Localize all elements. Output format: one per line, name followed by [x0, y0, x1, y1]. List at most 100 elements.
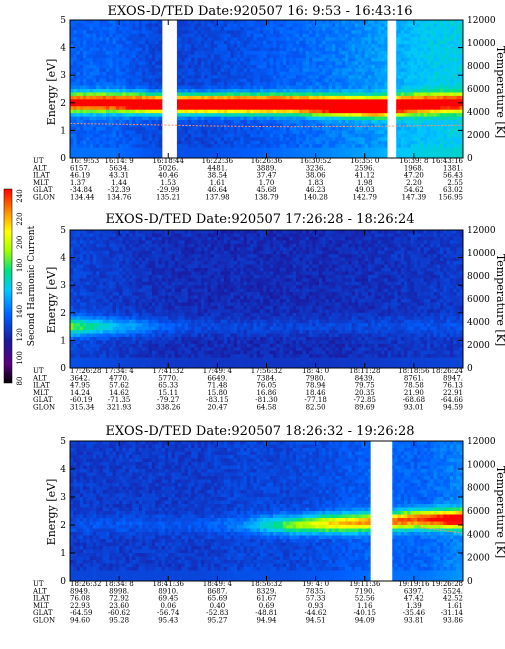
heatmap-cell	[158, 102, 163, 107]
heatmap-cell	[430, 147, 434, 152]
heatmap-cell	[227, 137, 231, 142]
heatmap-cell	[246, 137, 251, 142]
heatmap-cell	[112, 51, 117, 55]
heatmap-cell	[322, 37, 326, 42]
heatmap-cell	[220, 116, 225, 121]
heatmap-cell	[246, 47, 251, 52]
heatmap-cell	[256, 33, 261, 38]
heatmap-cell	[456, 57, 461, 62]
heatmap-cell	[86, 126, 91, 131]
heatmap-cell	[410, 40, 415, 45]
heatmap-cell	[312, 130, 317, 135]
heatmap-cell	[138, 26, 143, 31]
heatmap-cell	[250, 123, 254, 128]
heatmap-cell	[256, 120, 261, 124]
heatmap-cell	[407, 40, 411, 45]
heatmap-cell	[207, 64, 212, 69]
heatmap-cell	[135, 33, 140, 38]
heatmap-cell	[106, 57, 110, 62]
heatmap-cell	[70, 278, 74, 283]
heatmap-cell	[315, 78, 320, 83]
heatmap-cell	[413, 102, 418, 107]
heatmap-cell	[243, 113, 248, 117]
heatmap-cell	[207, 102, 212, 107]
heatmap-cell	[109, 133, 113, 138]
heatmap-cell	[456, 33, 461, 38]
heatmap-cell	[96, 82, 100, 86]
heatmap-cell	[358, 106, 362, 111]
heatmap-cell	[256, 123, 261, 128]
heatmap-cell	[325, 37, 330, 42]
heatmap-cell	[325, 30, 330, 35]
heatmap-cell	[328, 151, 333, 155]
heatmap-cell	[243, 140, 248, 145]
heatmap-cell	[364, 68, 369, 73]
heatmap-cell	[233, 20, 238, 24]
heatmap-cell	[374, 99, 379, 104]
heatmap-cell	[214, 151, 218, 155]
heatmap-cell	[253, 126, 258, 131]
heatmap-cell	[184, 109, 189, 114]
heatmap-cell	[423, 130, 428, 135]
heatmap-cell	[73, 133, 77, 138]
heatmap-cell	[217, 102, 222, 107]
heatmap-cell	[99, 116, 104, 121]
heatmap-cell	[381, 102, 385, 107]
heatmap-cell	[240, 133, 244, 138]
heatmap-cell	[92, 51, 97, 55]
heatmap-cell	[256, 57, 261, 62]
heatmap-cell	[132, 102, 136, 107]
heatmap-cell	[246, 99, 251, 104]
heatmap-cell	[273, 78, 277, 83]
heatmap-cell	[325, 68, 330, 73]
heatmap-cell	[430, 61, 434, 66]
heatmap-cell	[446, 26, 451, 31]
heatmap-cell	[440, 102, 444, 107]
heatmap-cell	[266, 85, 271, 90]
heatmap-cell	[253, 154, 258, 159]
heatmap-cell	[70, 116, 74, 121]
heatmap-cell	[338, 30, 343, 35]
heatmap-cell	[197, 71, 202, 76]
heatmap-cell	[338, 85, 343, 90]
heatmap-cell	[237, 54, 241, 59]
heatmap-cell	[135, 30, 140, 35]
heatmap-cell	[358, 137, 362, 142]
heatmap-cell	[201, 20, 205, 24]
heatmap-cell	[384, 120, 389, 124]
heatmap-cell	[122, 37, 127, 42]
heatmap-cell	[358, 82, 362, 86]
heatmap-cell	[282, 40, 287, 45]
heatmap-cell	[210, 109, 215, 114]
heatmap-cell	[354, 140, 359, 145]
heatmap-cell	[106, 106, 110, 111]
heatmap-cell	[430, 85, 434, 90]
heatmap-cell	[70, 102, 74, 107]
heatmap-cell	[318, 26, 323, 31]
heatmap-cell	[99, 102, 104, 107]
heatmap-cell	[348, 109, 353, 114]
heatmap-cell	[269, 154, 274, 159]
heatmap-cell	[79, 85, 84, 90]
heatmap-cell	[250, 147, 254, 152]
heatmap-cell	[115, 40, 120, 45]
heatmap-cell	[214, 99, 218, 104]
heatmap-cell	[315, 137, 320, 142]
heatmap-cell	[76, 126, 81, 131]
heatmap-cell	[361, 54, 366, 59]
heatmap-cell	[266, 71, 271, 76]
heatmap-cell	[227, 54, 231, 59]
heatmap-cell	[148, 57, 153, 62]
heatmap-cell	[368, 106, 372, 111]
heatmap-cell	[286, 154, 290, 159]
heatmap-cell	[361, 126, 366, 131]
heatmap-cell	[230, 75, 235, 80]
heatmap-cell	[302, 40, 307, 45]
heatmap-cell	[115, 71, 120, 76]
heatmap-cell	[397, 147, 402, 152]
heatmap-cell	[122, 99, 127, 104]
heatmap-cell	[256, 113, 261, 117]
heatmap-cell	[237, 68, 241, 73]
heatmap-cell	[338, 140, 343, 145]
heatmap-cell	[240, 89, 244, 93]
